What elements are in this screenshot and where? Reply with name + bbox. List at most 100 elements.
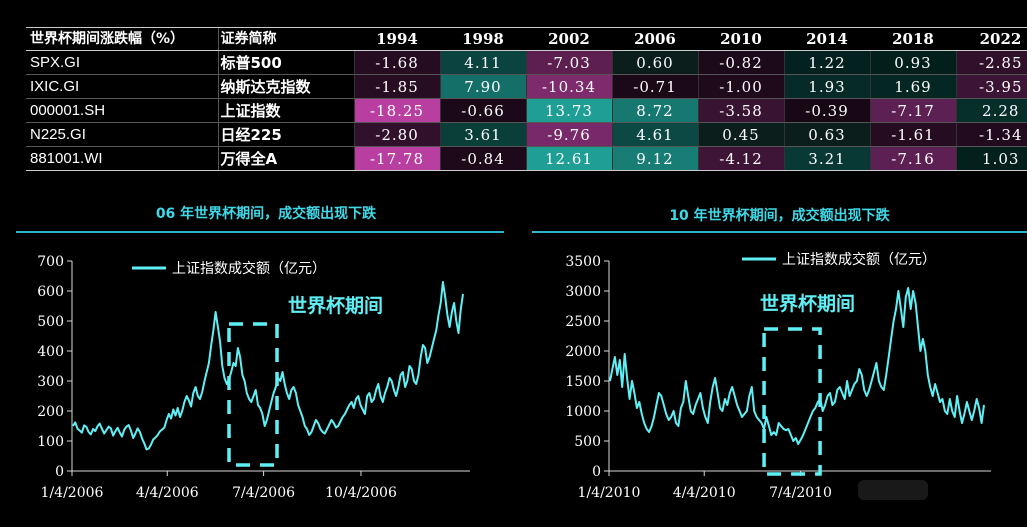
- security-abbr: 万得全A: [217, 146, 354, 171]
- y-tick-label: 2000: [565, 344, 601, 360]
- y-tick-label: 3000: [565, 284, 601, 300]
- return-cell: 7.90: [439, 74, 526, 99]
- x-tick-label: 10/4/2006: [325, 485, 397, 501]
- y-tick-label: 700: [37, 254, 64, 270]
- x-tick-label: 1/4/2006: [41, 485, 104, 501]
- return-cell: 9.12: [611, 146, 698, 171]
- return-cell: 0.45: [697, 122, 784, 147]
- world-cup-annotation: 世界杯期间: [760, 292, 855, 315]
- x-tick-label: 1/4/2010: [578, 485, 641, 501]
- year-header: 2010: [698, 27, 784, 51]
- y-tick-label: 0: [55, 464, 64, 480]
- security-code: IXIC.GI: [26, 74, 218, 99]
- return-cell: -1.68: [353, 50, 440, 75]
- x-tick-label: 7/4/2006: [232, 485, 295, 501]
- return-cell: -7.03: [525, 50, 612, 75]
- year-header: 1994: [354, 27, 440, 51]
- header-abbr: 证券简称: [217, 27, 354, 51]
- return-cell: -2.85: [955, 50, 1027, 75]
- security-abbr: 纳斯达克指数: [217, 74, 354, 99]
- title-divider: [16, 231, 504, 233]
- year-header: 2018: [870, 27, 956, 51]
- return-cell: 2.28: [955, 98, 1027, 123]
- return-cell: -0.39: [783, 98, 870, 123]
- return-cell: -0.71: [611, 74, 698, 99]
- year-header: 2006: [612, 27, 698, 51]
- return-cell: 3.21: [783, 146, 870, 171]
- y-tick-label: 300: [37, 374, 64, 390]
- return-cell: -0.82: [697, 50, 784, 75]
- y-tick-label: 400: [37, 344, 64, 360]
- legend-label: 上证指数成交额（亿元）: [172, 260, 326, 277]
- y-tick-label: 0: [592, 464, 601, 480]
- watermark: [858, 480, 928, 500]
- legend-label: 上证指数成交额（亿元）: [782, 251, 936, 268]
- year-header: 1998: [440, 27, 526, 51]
- y-tick-label: 500: [574, 434, 601, 450]
- return-cell: 4.11: [439, 50, 526, 75]
- return-cell: 0.63: [783, 122, 870, 147]
- chart-title-2010: 10 年世界杯期间，成交额出现下跌: [669, 208, 890, 224]
- return-cell: -0.66: [439, 98, 526, 123]
- security-code: 000001.SH: [26, 98, 218, 123]
- world-cup-annotation: 世界杯期间: [288, 294, 383, 317]
- y-tick-label: 200: [37, 404, 64, 420]
- chart-title-2006: 06 年世界杯期间，成交额出现下跌: [155, 206, 377, 222]
- return-cell: -1.61: [869, 122, 956, 147]
- turnover-chart-2010: 0 500 1000 1500 2000 2500 3000 3500 1/4/2010 4/4/…: [565, 251, 991, 501]
- return-cell: 1.03: [955, 146, 1027, 171]
- return-cell: -1.00: [697, 74, 784, 99]
- return-cell: 1.69: [869, 74, 956, 99]
- y-tick-label: 100: [37, 434, 64, 450]
- return-cell: -7.16: [869, 146, 956, 171]
- return-cell: -2.80: [353, 122, 440, 147]
- return-cell: -9.76: [525, 122, 612, 147]
- return-cell: 8.72: [611, 98, 698, 123]
- return-cell: -17.78: [353, 146, 440, 171]
- return-cell: 0.60: [611, 50, 698, 75]
- table-row: 000001.SH 上证指数 -18.25 -0.66 13.73 8.72 -3.58 -0…: [26, 98, 1027, 123]
- y-tick-label: 600: [37, 284, 64, 300]
- return-cell: -18.25: [353, 98, 440, 123]
- security-code: SPX.GI: [26, 50, 218, 75]
- security-code: 881001.WI: [26, 146, 218, 171]
- year-header: 2014: [784, 27, 870, 51]
- return-cell: 4.61: [611, 122, 698, 147]
- y-tick-label: 1000: [565, 404, 601, 420]
- turnover-chart-2006: 0 100 200 300 400 500 600 700 1/4/2006 4/4/2006 7/…: [37, 254, 470, 501]
- return-cell: -0.84: [439, 146, 526, 171]
- x-tick-label: 7/4/2010: [769, 485, 832, 501]
- header-name: 世界杯期间涨跌幅（%）: [26, 27, 218, 51]
- table-row: IXIC.GI 纳斯达克指数 -1.85 7.90 -10.34 -0.71 -1.00 1.…: [26, 74, 1027, 99]
- return-cell: 13.73: [525, 98, 612, 123]
- return-cell: -3.95: [955, 74, 1027, 99]
- turnover-series-line: [72, 281, 464, 451]
- security-code: N225.GI: [26, 122, 218, 147]
- table-header-row: 世界杯期间涨跌幅（%） 证券简称 1994 1998 2002 2006 201…: [26, 27, 1027, 51]
- performance-table: 世界杯期间涨跌幅（%） 证券简称 1994 1998 2002 2006 201…: [26, 27, 1027, 171]
- security-abbr: 日经225: [217, 122, 354, 147]
- return-cell: -3.58: [697, 98, 784, 123]
- x-tick-label: 4/4/2006: [136, 485, 199, 501]
- table-row: 881001.WI 万得全A -17.78 -0.84 12.61 9.12 -4.12 3.…: [26, 146, 1027, 171]
- title-divider: [532, 231, 1027, 233]
- return-cell: -10.34: [525, 74, 612, 99]
- year-header: 2002: [526, 27, 612, 51]
- table-row: SPX.GI 标普500 -1.68 4.11 -7.03 0.60 -0.82 1.22 0.…: [26, 50, 1027, 75]
- year-header: 2022: [956, 27, 1027, 51]
- return-cell: -4.12: [697, 146, 784, 171]
- world-cup-window-box: [762, 327, 822, 476]
- return-cell: 3.61: [439, 122, 526, 147]
- table-row: N225.GI 日经225 -2.80 3.61 -9.76 4.61 0.45 0.63 -1…: [26, 122, 1027, 147]
- y-tick-label: 2500: [565, 314, 601, 330]
- return-cell: 1.93: [783, 74, 870, 99]
- world-cup-window-box: [227, 322, 279, 467]
- security-abbr: 上证指数: [217, 98, 354, 123]
- return-cell: -1.85: [353, 74, 440, 99]
- y-tick-label: 1500: [565, 374, 601, 390]
- security-abbr: 标普500: [217, 50, 354, 75]
- x-tick-label: 4/4/2010: [673, 485, 736, 501]
- y-tick-label: 3500: [565, 254, 601, 270]
- return-cell: 12.61: [525, 146, 612, 171]
- turnover-series-line: [609, 287, 985, 445]
